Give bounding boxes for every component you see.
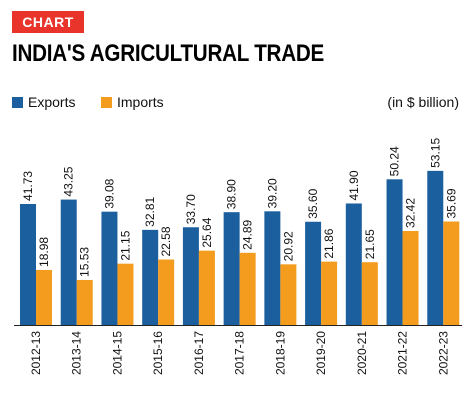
legend-exports-label: Exports — [28, 94, 76, 110]
exports-bar — [182, 227, 199, 325]
imports-bar — [158, 259, 175, 325]
legend-exports: Exports — [12, 94, 75, 110]
exports-value-label: 35.60 — [306, 188, 320, 218]
imports-bar — [361, 262, 378, 325]
imports-bar — [443, 221, 460, 325]
imports-value-label: 24.89 — [241, 219, 255, 249]
imports-value-label: 21.86 — [322, 228, 336, 258]
imports-bar — [198, 250, 215, 325]
x-tick-label: 2017-18 — [233, 331, 247, 375]
exports-bar — [20, 203, 36, 325]
imports-bar — [280, 264, 297, 325]
exports-bar — [142, 229, 159, 325]
x-tick-label: 2022-23 — [436, 331, 450, 375]
imports-bar — [239, 252, 256, 325]
imports-value-label: 22.58 — [159, 226, 173, 256]
x-tick-label: 2014-15 — [110, 331, 124, 375]
x-tick-label: 2019-20 — [314, 331, 328, 375]
exports-bar — [305, 221, 322, 325]
imports-value-label: 18.98 — [37, 237, 51, 267]
legend-imports-label: Imports — [117, 94, 164, 110]
imports-value-label: 21.15 — [118, 230, 132, 260]
exports-value-label: 41.73 — [21, 171, 35, 201]
imports-value-label: 35.69 — [444, 188, 458, 218]
imports-bar — [402, 230, 419, 325]
imports-value-label: 21.65 — [363, 229, 377, 259]
x-tick-label: 2020-21 — [355, 331, 369, 375]
exports-value-label: 39.20 — [265, 178, 279, 208]
unit-note: (in $ billion) — [387, 94, 459, 110]
imports-value-label: 32.42 — [404, 198, 418, 228]
legend-imports-swatch — [101, 96, 112, 108]
exports-bar — [345, 203, 362, 325]
exports-value-label: 32.81 — [143, 196, 157, 226]
x-tick-label: 2015-16 — [151, 331, 165, 375]
imports-bar — [117, 263, 134, 325]
exports-value-label: 33.70 — [184, 194, 198, 224]
x-tick-label: 2012-13 — [29, 331, 43, 375]
imports-bar — [36, 269, 52, 325]
exports-value-label: 43.25 — [62, 166, 76, 196]
x-tick-label: 2021-22 — [396, 331, 410, 375]
exports-value-label: 41.90 — [347, 170, 361, 200]
imports-value-label: 15.53 — [78, 247, 92, 277]
exports-value-label: 38.90 — [225, 179, 239, 209]
chart-badge: CHART — [12, 11, 84, 33]
exports-bar — [264, 211, 281, 325]
exports-value-label: 53.15 — [428, 138, 442, 168]
exports-value-label: 50.24 — [388, 146, 402, 176]
imports-value-label: 20.92 — [281, 231, 295, 261]
x-tick-label: 2013-14 — [70, 331, 84, 375]
imports-bar — [321, 261, 338, 325]
chart-title: INDIA'S AGRICULTURAL TRADE — [12, 40, 325, 67]
legend-exports-swatch — [12, 96, 23, 108]
x-tick-label: 2016-17 — [192, 331, 206, 375]
x-tick-label: 2018-19 — [273, 331, 287, 375]
imports-bar — [76, 279, 93, 325]
exports-bar — [386, 179, 403, 325]
exports-bar — [223, 212, 240, 325]
legend-imports: Imports — [101, 94, 164, 110]
exports-value-label: 39.08 — [102, 178, 116, 208]
exports-bar — [60, 199, 77, 325]
imports-value-label: 25.64 — [200, 217, 214, 247]
exports-bar — [101, 211, 118, 325]
exports-bar — [427, 170, 444, 325]
